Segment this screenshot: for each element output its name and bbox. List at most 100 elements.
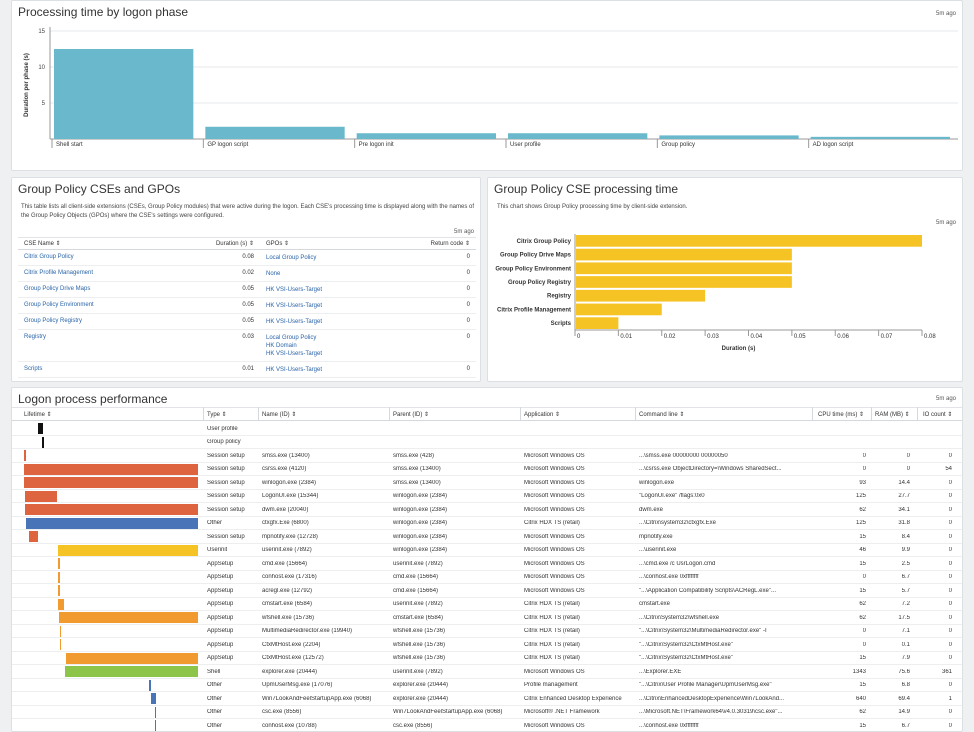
- lifetime-bar[interactable]: [29, 531, 38, 542]
- cpu-time-cell: 0: [862, 574, 866, 580]
- table-row[interactable]: AppSetup conhost.exe (17316) cmd.exe (1566…: [12, 571, 962, 584]
- column-header-cse-name[interactable]: CSE Name ⇕: [24, 241, 61, 247]
- table-row[interactable]: Session setup smss.exe (13400) smss.exe (4…: [12, 449, 962, 463]
- lifetime-bar[interactable]: [64, 666, 198, 677]
- lifetime-bar[interactable]: [42, 436, 44, 448]
- lifetime-bar[interactable]: [58, 571, 60, 583]
- column-header-ram[interactable]: RAM (MB) ⇕: [875, 412, 910, 418]
- bar[interactable]: [576, 276, 792, 288]
- column-header-return-code[interactable]: Return code ⇕: [430, 241, 470, 247]
- lifetime-bar[interactable]: [25, 504, 198, 515]
- table-row[interactable]: Session setup dwm.exe (20040) winlogon.exe…: [12, 503, 962, 517]
- table-row[interactable]: Other UpmUserMsg.exe (17076) explorer.exe …: [12, 679, 962, 692]
- table-row[interactable]: Shell explorer.exe (20444) userinit.exe (7…: [12, 665, 962, 679]
- cse-name-link[interactable]: Group Policy Registry: [24, 318, 83, 324]
- lifetime-bar[interactable]: [24, 450, 26, 461]
- bar[interactable]: [576, 289, 706, 302]
- lifetime-bar[interactable]: [151, 693, 157, 704]
- column-header-gpos[interactable]: GPOs ⇕: [266, 240, 290, 247]
- column-header-duration[interactable]: Duration (s) ⇕: [215, 241, 254, 247]
- table-row[interactable]: AppSetup CtxMtHost.exe (12572) wfshell.exe…: [12, 652, 962, 665]
- gpo-link[interactable]: HK VSI-Users-Target: [266, 367, 323, 373]
- bar[interactable]: [54, 49, 194, 139]
- table-row[interactable]: Other ctxgfx.Exe (6800) winlogon.exe (2384…: [12, 517, 962, 530]
- lifetime-bar[interactable]: [26, 517, 198, 529]
- gpo-link[interactable]: HK Domain: [266, 343, 297, 349]
- table-row[interactable]: AppSetup CtxMtHost.exe (2204) wfshell.exe …: [12, 638, 962, 652]
- lifetime-bar[interactable]: [154, 706, 156, 718]
- table-row[interactable]: Session setup winlogon.exe (2384) smss.exe…: [12, 476, 962, 490]
- table-row[interactable]: Citrix Group Policy 0.08 Local Group Polic…: [18, 250, 476, 266]
- table-row[interactable]: Other csc.exe (8556) Win7LookAndFeelStartu…: [12, 706, 962, 719]
- cse-name-link[interactable]: Citrix Group Policy: [24, 254, 74, 260]
- gpo-link[interactable]: HK VSI-Users-Target: [266, 287, 323, 293]
- cse-name-link[interactable]: Scripts: [24, 366, 43, 372]
- gpo-link[interactable]: Local Group Policy: [266, 255, 317, 261]
- bar[interactable]: [356, 133, 496, 139]
- column-header-io-count[interactable]: IO count ⇕: [923, 412, 953, 418]
- gpo-link[interactable]: Local Group Policy: [266, 335, 317, 341]
- table-row[interactable]: Session setup csrss.exe (4120) smss.exe (1…: [12, 463, 962, 476]
- cse-name-link[interactable]: Group Policy Drive Maps: [24, 286, 91, 292]
- cse-name-link[interactable]: Group Policy Environment: [24, 302, 94, 308]
- bar[interactable]: [659, 135, 799, 139]
- bar[interactable]: [576, 262, 792, 275]
- gpo-link[interactable]: HK VSI-Users-Target: [266, 351, 323, 357]
- table-row[interactable]: AppSetup wfshell.exe (15736) cmstart.exe (…: [12, 611, 962, 625]
- lifetime-bar[interactable]: [24, 463, 198, 475]
- bar[interactable]: [508, 133, 648, 139]
- panel-title: Processing time by logon phase: [18, 5, 189, 19]
- bar[interactable]: [576, 235, 922, 247]
- process-name-cell: Win7LookAndFeelStartupApp.exe (6068): [262, 695, 372, 702]
- table-row[interactable]: Group Policy Drive Maps 0.05 HK VSI-Users-…: [18, 282, 476, 298]
- ram-cell: 6.8: [901, 682, 910, 688]
- table-row[interactable]: Group Policy Registry 0.05 HK VSI-Users-Ta…: [18, 314, 476, 330]
- table-row[interactable]: Userinit userinit.exe (7892) winlogon.exe …: [12, 544, 962, 557]
- table-row[interactable]: Citrix Profile Management 0.02 None 0: [18, 266, 476, 282]
- lifetime-bar[interactable]: [59, 625, 62, 637]
- lifetime-bar[interactable]: [65, 652, 198, 664]
- gpo-link[interactable]: HK VSI-Users-Target: [266, 319, 323, 325]
- table-row[interactable]: Other conhost.exe (10788) csc.exe (8556) Mi…: [12, 719, 962, 731]
- table-row[interactable]: AppSetup cmd.exe (15664) userinit.exe (789…: [12, 557, 962, 571]
- table-row[interactable]: AppSetup acregl.exe (12792) cmd.exe (15664…: [12, 584, 962, 598]
- table-row[interactable]: Scripts 0.01 HK VSI-Users-Target 0: [18, 362, 476, 378]
- column-header-cpu-time[interactable]: CPU time (ms) ⇕: [818, 412, 865, 418]
- lifetime-bar[interactable]: [38, 423, 43, 434]
- lifetime-bar[interactable]: [59, 639, 62, 650]
- column-header-application[interactable]: Application ⇕: [524, 412, 561, 418]
- table-row[interactable]: Session setup mpnotify.exe (12728) winlogo…: [12, 530, 962, 544]
- table-row[interactable]: Other Win7LookAndFeelStartupApp.exe (6068…: [12, 692, 962, 706]
- lifetime-bar[interactable]: [58, 598, 65, 610]
- table-row[interactable]: Group Policy Environment 0.05 HK VSI-Users…: [18, 298, 476, 314]
- cse-name-link[interactable]: Citrix Profile Management: [24, 270, 94, 276]
- bar[interactable]: [810, 136, 950, 139]
- lifetime-bar[interactable]: [59, 612, 198, 623]
- bar[interactable]: [576, 317, 619, 329]
- column-header-parent[interactable]: Parent (ID) ⇕: [393, 412, 430, 418]
- table-row[interactable]: User profile: [12, 422, 962, 436]
- bar[interactable]: [205, 126, 345, 139]
- table-row[interactable]: Session setup LogonUI.exe (15344) winlogon…: [12, 490, 962, 503]
- column-header-type[interactable]: Type ⇕: [207, 412, 227, 418]
- gpo-link[interactable]: None: [266, 271, 281, 277]
- table-row[interactable]: AppSetup cmstart.exe (6584) userinit.exe (…: [12, 598, 962, 611]
- column-header-command-line[interactable]: Command line ⇕: [639, 412, 685, 418]
- table-row[interactable]: AppSetup MultimediaRedirector.exe (19940)…: [12, 625, 962, 638]
- bar[interactable]: [576, 248, 792, 261]
- table-row[interactable]: Registry 0.03 Local Group Policy HK Domain H…: [18, 330, 476, 362]
- last-updated-label: 5m ago: [453, 229, 474, 235]
- cse-name-link[interactable]: Registry: [24, 334, 47, 340]
- column-header-lifetime[interactable]: Lifetime ⇕: [24, 412, 52, 418]
- lifetime-bar[interactable]: [149, 679, 151, 691]
- bar[interactable]: [576, 303, 662, 316]
- column-header-name[interactable]: Name (ID) ⇕: [262, 412, 297, 418]
- lifetime-bar[interactable]: [24, 477, 198, 488]
- table-row[interactable]: Group policy: [12, 436, 962, 449]
- lifetime-bar[interactable]: [154, 720, 156, 731]
- gpo-link[interactable]: HK VSI-Users-Target: [266, 303, 323, 309]
- lifetime-bar[interactable]: [58, 585, 60, 596]
- lifetime-bar[interactable]: [25, 490, 58, 502]
- lifetime-bar[interactable]: [57, 544, 198, 556]
- lifetime-bar[interactable]: [58, 558, 60, 569]
